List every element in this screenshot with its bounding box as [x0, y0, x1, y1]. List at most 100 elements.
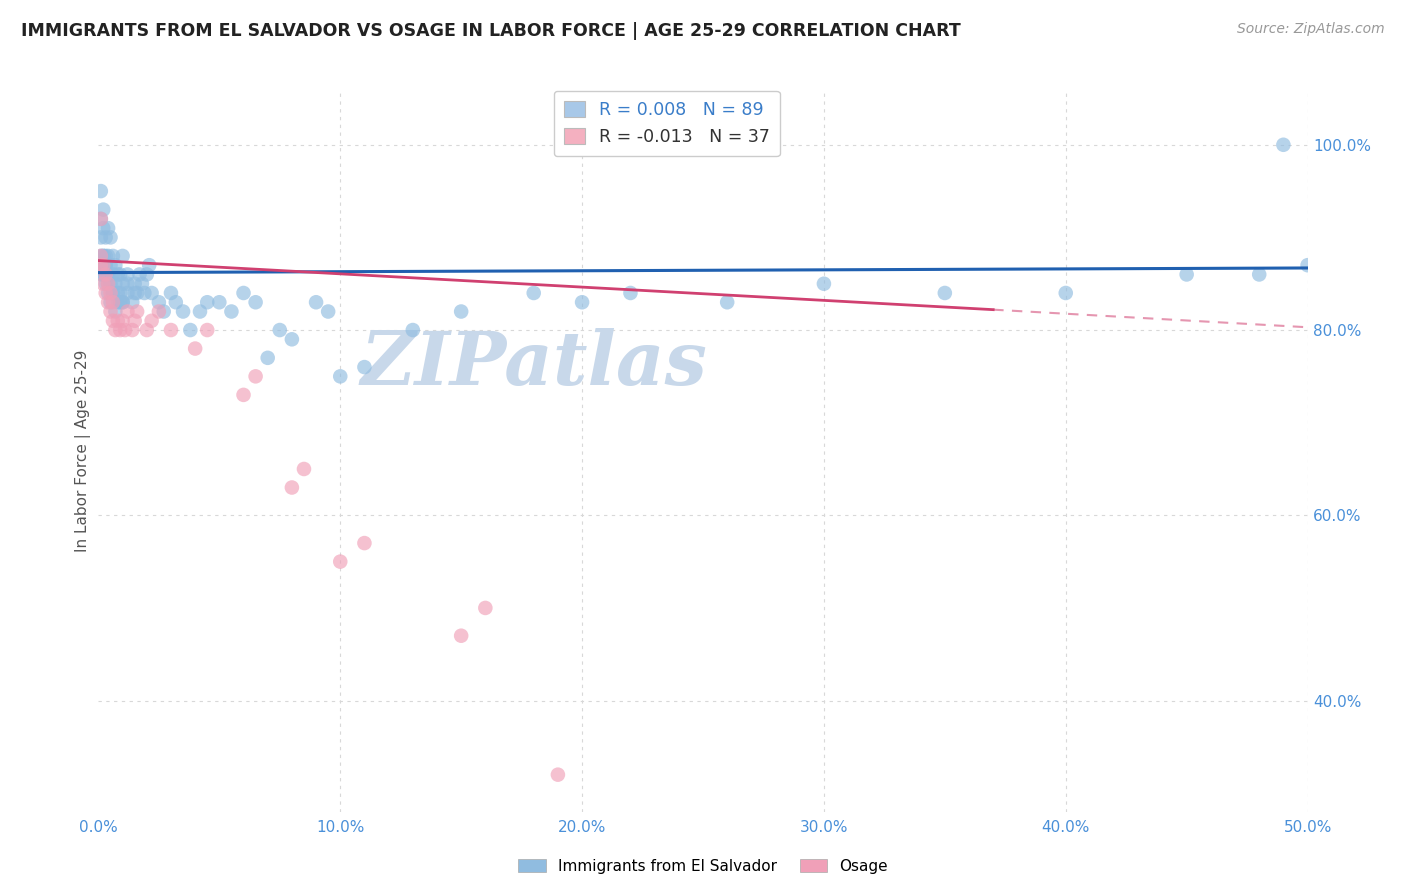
- Point: [100, 304, 122, 318]
- Point: [450, 304, 472, 318]
- Point: [329, 555, 352, 569]
- Point: [91, 277, 114, 291]
- Point: [97, 268, 120, 282]
- Point: [1296, 258, 1319, 272]
- Point: [107, 268, 129, 282]
- Point: [208, 295, 231, 310]
- Point: [101, 285, 124, 300]
- Point: [91, 202, 114, 217]
- Point: [108, 268, 131, 282]
- Point: [121, 323, 143, 337]
- Point: [90, 230, 112, 244]
- Point: [124, 314, 146, 328]
- Point: [91, 268, 114, 282]
- Point: [474, 601, 496, 615]
- Point: [97, 285, 120, 300]
- Point: [107, 314, 129, 328]
- Point: [97, 277, 120, 291]
- Point: [1249, 268, 1271, 282]
- Point: [316, 304, 339, 318]
- Point: [329, 369, 352, 384]
- Point: [195, 295, 218, 310]
- Point: [97, 277, 120, 291]
- Point: [101, 268, 124, 282]
- Point: [160, 285, 183, 300]
- Point: [813, 277, 835, 291]
- Point: [152, 304, 174, 318]
- Point: [121, 295, 143, 310]
- Point: [281, 481, 304, 495]
- Point: [1054, 285, 1077, 300]
- Point: [90, 211, 112, 226]
- Point: [353, 536, 375, 550]
- Point: [94, 268, 117, 282]
- Point: [111, 295, 134, 310]
- Point: [100, 295, 122, 310]
- Point: [100, 285, 122, 300]
- Point: [117, 304, 139, 318]
- Y-axis label: In Labor Force | Age 25-29: In Labor Force | Age 25-29: [76, 350, 91, 551]
- Text: IMMIGRANTS FROM EL SALVADOR VS OSAGE IN LABOR FORCE | AGE 25-29 CORRELATION CHAR: IMMIGRANTS FROM EL SALVADOR VS OSAGE IN …: [21, 22, 960, 40]
- Point: [111, 277, 134, 291]
- Point: [94, 268, 117, 282]
- Point: [101, 314, 124, 328]
- Point: [232, 285, 254, 300]
- Point: [256, 351, 278, 365]
- Point: [90, 258, 112, 272]
- Point: [114, 323, 136, 337]
- Point: [195, 323, 218, 337]
- Point: [141, 314, 163, 328]
- Point: [1175, 268, 1198, 282]
- Point: [111, 314, 134, 328]
- Point: [100, 230, 122, 244]
- Point: [101, 249, 124, 263]
- Point: [179, 323, 201, 337]
- Point: [108, 285, 131, 300]
- Point: [547, 767, 569, 781]
- Point: [124, 285, 146, 300]
- Point: [934, 285, 956, 300]
- Point: [107, 285, 129, 300]
- Point: [100, 277, 122, 291]
- Point: [353, 360, 375, 375]
- Point: [94, 285, 117, 300]
- Text: ZIPatlas: ZIPatlas: [360, 327, 707, 400]
- Point: [100, 258, 122, 272]
- Legend: R = 0.008   N = 89, R = -0.013   N = 37: R = 0.008 N = 89, R = -0.013 N = 37: [554, 91, 780, 156]
- Point: [619, 285, 641, 300]
- Point: [104, 277, 127, 291]
- Point: [148, 295, 170, 310]
- Point: [94, 277, 117, 291]
- Point: [571, 295, 593, 310]
- Point: [108, 295, 131, 310]
- Point: [94, 258, 117, 272]
- Point: [101, 285, 124, 300]
- Point: [245, 369, 267, 384]
- Point: [90, 258, 112, 272]
- Point: [131, 277, 153, 291]
- Point: [165, 295, 187, 310]
- Point: [97, 295, 120, 310]
- Point: [172, 304, 194, 318]
- Point: [97, 221, 120, 235]
- Point: [292, 462, 315, 476]
- Point: [138, 258, 160, 272]
- Point: [91, 258, 114, 272]
- Point: [135, 268, 157, 282]
- Point: [184, 342, 207, 356]
- Point: [716, 295, 738, 310]
- Point: [160, 323, 183, 337]
- Point: [523, 285, 546, 300]
- Point: [128, 268, 150, 282]
- Point: [141, 285, 163, 300]
- Point: [117, 268, 139, 282]
- Point: [134, 285, 156, 300]
- Point: [104, 304, 127, 318]
- Point: [91, 258, 114, 272]
- Point: [107, 295, 129, 310]
- Point: [402, 323, 425, 337]
- Point: [117, 277, 139, 291]
- Point: [90, 249, 112, 263]
- Point: [108, 323, 131, 337]
- Point: [148, 304, 170, 318]
